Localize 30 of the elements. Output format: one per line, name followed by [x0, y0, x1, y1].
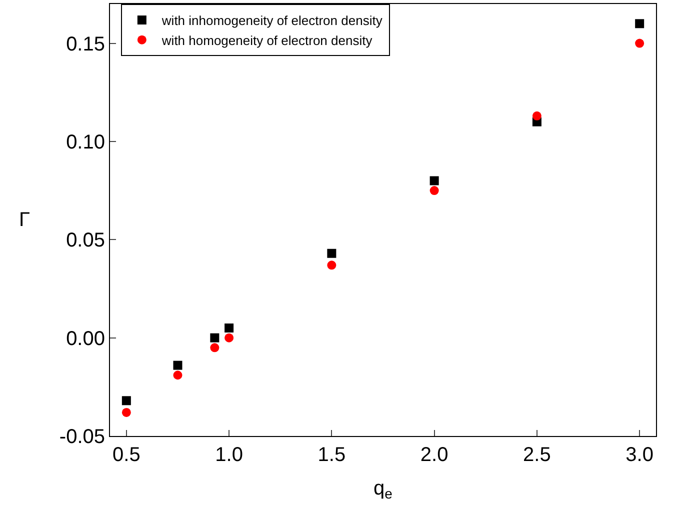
- x-tick-label: 0.5: [112, 444, 140, 466]
- point: [430, 186, 439, 196]
- point: [532, 111, 542, 120]
- y-tick-label: 0.15: [66, 33, 105, 56]
- x-axis-title: q$_{e}$: [374, 478, 393, 502]
- legend-label: with homogeneity of electron density: [160, 32, 373, 48]
- y-tick-label: 0.00: [66, 328, 105, 350]
- point: [173, 370, 182, 380]
- x-tick-label: 1.5: [318, 444, 346, 466]
- point: [122, 396, 131, 406]
- x-tick-label: 1.0: [215, 444, 243, 466]
- point: [327, 248, 336, 258]
- y-tick-label: 0.05: [66, 230, 105, 252]
- point: [173, 360, 182, 370]
- x-tick-label: 3.0: [626, 444, 654, 466]
- point: [210, 333, 220, 342]
- point: [327, 260, 336, 270]
- point: [224, 333, 234, 342]
- y-tick-label: -0.05: [59, 426, 105, 448]
- x-tick-label: 2.0: [420, 444, 448, 466]
- point: [224, 324, 234, 332]
- y-axis-title: Γ: [19, 209, 30, 231]
- legend-label: with inhomogeneity of electron density: [160, 13, 383, 28]
- point: [122, 408, 131, 417]
- y-tick-label: 0.10: [66, 131, 105, 154]
- point: [635, 38, 644, 48]
- point: [210, 343, 220, 352]
- point: [430, 176, 439, 186]
- x-tick-label: 2.5: [523, 444, 551, 466]
- point: [635, 19, 644, 28]
